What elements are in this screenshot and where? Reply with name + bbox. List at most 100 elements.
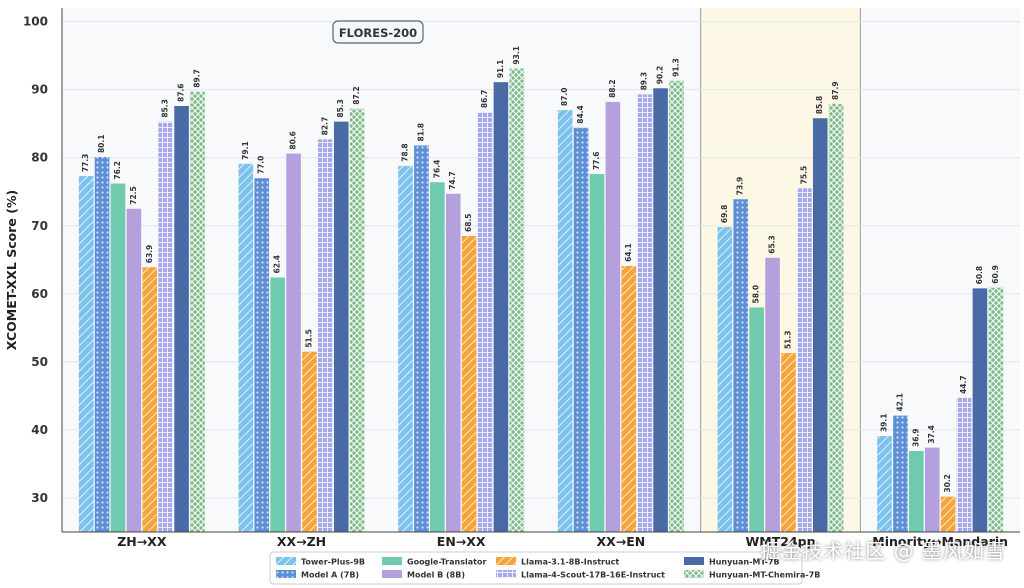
- bar-value-label: 76.4: [432, 160, 441, 179]
- bar-value-label: 63.9: [145, 245, 154, 264]
- annotation-label: FLORES-200: [339, 26, 417, 40]
- bar: [430, 182, 445, 532]
- bar-pattern: [158, 121, 173, 532]
- y-tick-label: 80: [31, 151, 48, 165]
- y-tick-label: 100: [23, 15, 48, 29]
- bar-value-label: 72.5: [129, 186, 138, 205]
- legend-box: [269, 551, 803, 585]
- bar-value-label: 89.7: [192, 69, 201, 88]
- bar-value-label: 37.4: [927, 425, 936, 444]
- legend-swatch-pattern: [684, 570, 704, 578]
- bar: [445, 193, 461, 533]
- bar-pattern: [781, 353, 796, 532]
- legend-label: Model A (7B): [301, 571, 359, 580]
- bar-value-label: 76.2: [113, 161, 122, 180]
- y-tick-label: 70: [31, 219, 48, 233]
- y-tick-label: 30: [31, 491, 48, 505]
- bar-value-label: 30.2: [943, 474, 952, 493]
- bar-value-label: 86.7: [480, 90, 489, 109]
- legend-label: Model B (8B): [407, 571, 465, 580]
- bar-pattern: [349, 108, 365, 532]
- bar: [605, 101, 621, 533]
- bar-value-label: 88.2: [608, 79, 617, 98]
- bar: [765, 257, 780, 532]
- bar-value-label: 87.9: [831, 81, 840, 100]
- y-axis-label: XCOMET-XXL Score (%): [4, 190, 19, 350]
- bar-pattern: [669, 80, 684, 532]
- bar-value-label: 77.0: [257, 156, 266, 175]
- legend-swatch-pattern: [276, 557, 296, 565]
- bar-value-label: 44.7: [959, 375, 968, 394]
- watermark-text: 掘金技术社区 @ 墨风如雪: [760, 539, 1006, 563]
- bar-value-label: 85.8: [815, 96, 824, 115]
- bar-pattern: [557, 110, 573, 533]
- bar-value-label: 60.8: [975, 266, 984, 285]
- bar-value-label: 68.5: [464, 213, 473, 232]
- bar-value-label: 51.5: [304, 329, 313, 348]
- annotation-box: [332, 20, 424, 44]
- bar-value-label: 78.8: [401, 143, 410, 162]
- x-tick-label: XX→EN: [596, 534, 645, 549]
- bar-pattern: [797, 188, 812, 533]
- bar-pattern: [302, 351, 317, 532]
- bar-pattern: [414, 145, 429, 532]
- legend-label: Llama-3.1-8B-Instruct: [521, 558, 619, 567]
- bar-value-label: 87.0: [560, 88, 569, 107]
- legend-label: Hunyuan-MT-Chemira-7B: [709, 571, 820, 580]
- bar-value-label: 73.9: [736, 177, 745, 196]
- bar-value-label: 64.1: [624, 243, 633, 262]
- bar: [589, 174, 605, 532]
- bar-pattern: [142, 267, 158, 532]
- bar-value-label: 87.2: [352, 86, 361, 105]
- bar-value-label: 58.0: [752, 285, 761, 304]
- y-tick-label: 40: [31, 423, 48, 437]
- bar: [174, 105, 189, 532]
- bar-value-label: 77.6: [592, 152, 601, 171]
- bar: [653, 88, 668, 532]
- bar: [812, 118, 828, 533]
- x-tick-label: WMT24pp: [745, 534, 815, 549]
- bar-value-label: 39.1: [880, 414, 889, 433]
- bar-value-label: 85.3: [161, 99, 170, 118]
- bar-value-label: 69.8: [720, 205, 729, 224]
- bar-value-label: 75.5: [799, 166, 808, 185]
- bar-pattern: [956, 397, 972, 532]
- bar-pattern: [717, 227, 733, 533]
- plot-background: [62, 8, 1020, 532]
- bar-pattern: [637, 94, 652, 533]
- bar-value-label: 74.7: [448, 171, 457, 190]
- bar-pattern: [94, 157, 110, 533]
- bar-value-label: 81.8: [416, 123, 425, 142]
- bar-pattern: [877, 436, 892, 532]
- bar-value-label: 85.3: [336, 99, 345, 118]
- bar-value-label: 91.3: [671, 58, 680, 77]
- bar-pattern: [509, 68, 525, 533]
- x-tick-label: Minority↔Mandarin: [872, 534, 1008, 549]
- legend-label: Llama-4-Scout-17B-16E-Instruct: [521, 571, 665, 580]
- bar-value-label: 80.6: [289, 131, 298, 150]
- bar-pattern: [733, 199, 749, 533]
- bar: [749, 307, 764, 532]
- bar-value-label: 91.1: [496, 60, 505, 79]
- bar: [270, 277, 285, 532]
- bar-value-label: 79.1: [241, 141, 250, 160]
- bar-pattern: [318, 139, 333, 532]
- legend-label: Google-Translator: [407, 558, 486, 567]
- bar-pattern: [461, 235, 477, 532]
- bar-value-label: 89.3: [640, 72, 649, 91]
- bar-pattern: [940, 496, 956, 532]
- bar-value-label: 51.3: [783, 331, 792, 350]
- bar-value-label: 87.6: [177, 83, 186, 102]
- bar-value-label: 65.3: [768, 235, 777, 254]
- bar-value-label: 84.4: [576, 105, 585, 124]
- bar-pattern: [238, 163, 254, 532]
- bar-pattern: [573, 127, 589, 533]
- bar: [972, 288, 988, 532]
- legend-swatch-pattern: [496, 570, 516, 578]
- bar: [493, 82, 509, 532]
- bar-value-label: 82.7: [320, 117, 329, 136]
- bar-value-label: 77.3: [81, 154, 90, 173]
- bar-pattern: [988, 287, 1004, 532]
- legend-swatch: [684, 557, 704, 565]
